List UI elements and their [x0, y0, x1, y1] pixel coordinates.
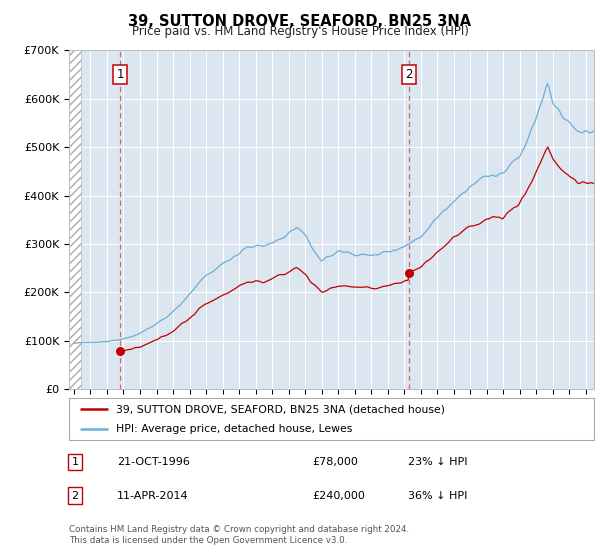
Text: 39, SUTTON DROVE, SEAFORD, BN25 3NA: 39, SUTTON DROVE, SEAFORD, BN25 3NA	[128, 14, 472, 29]
Text: 23% ↓ HPI: 23% ↓ HPI	[408, 457, 467, 467]
Text: 1: 1	[71, 457, 79, 467]
Text: 36% ↓ HPI: 36% ↓ HPI	[408, 491, 467, 501]
Text: £240,000: £240,000	[312, 491, 365, 501]
Text: 21-OCT-1996: 21-OCT-1996	[117, 457, 190, 467]
Text: Price paid vs. HM Land Registry's House Price Index (HPI): Price paid vs. HM Land Registry's House …	[131, 25, 469, 38]
Text: 2: 2	[405, 68, 412, 81]
Text: 11-APR-2014: 11-APR-2014	[117, 491, 188, 501]
Text: 2: 2	[71, 491, 79, 501]
Text: £78,000: £78,000	[312, 457, 358, 467]
Text: Contains HM Land Registry data © Crown copyright and database right 2024.
This d: Contains HM Land Registry data © Crown c…	[69, 525, 409, 545]
Text: 39, SUTTON DROVE, SEAFORD, BN25 3NA (detached house): 39, SUTTON DROVE, SEAFORD, BN25 3NA (det…	[116, 404, 445, 414]
Text: HPI: Average price, detached house, Lewes: HPI: Average price, detached house, Lewe…	[116, 424, 353, 434]
Text: 1: 1	[116, 68, 124, 81]
